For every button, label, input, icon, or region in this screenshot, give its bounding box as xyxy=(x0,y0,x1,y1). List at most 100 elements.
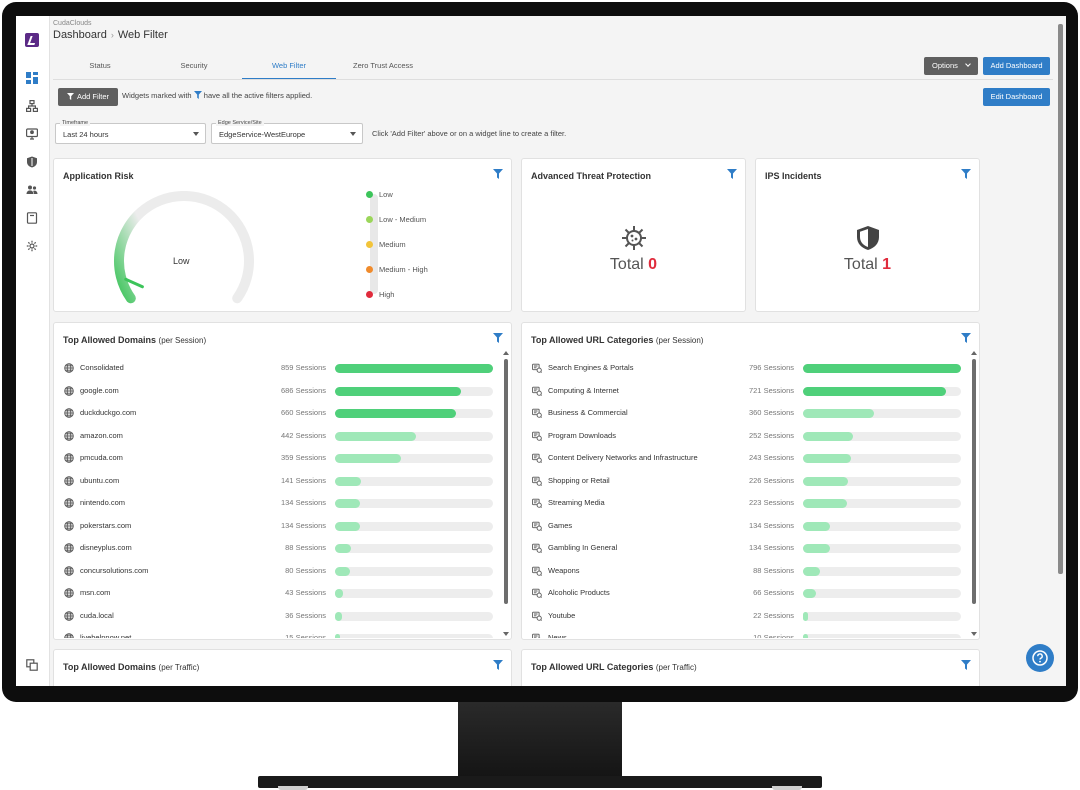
list-item[interactable]: Gambling In General 134 Sessions xyxy=(522,538,979,560)
card-title-text: Top Allowed Domains xyxy=(63,662,157,672)
bar-fill xyxy=(335,589,343,598)
filter-icon[interactable] xyxy=(493,660,503,670)
category-icon xyxy=(532,611,542,621)
list-item[interactable]: Shopping or Retail 226 Sessions xyxy=(522,471,979,493)
list-item[interactable]: Computing & Internet 721 Sessions xyxy=(522,381,979,403)
edit-dashboard-button[interactable]: Edit Dashboard xyxy=(983,88,1050,106)
tab-status[interactable]: Status xyxy=(89,61,111,70)
settings-gear-icon[interactable] xyxy=(26,240,38,252)
list-item[interactable]: Alcoholic Products 66 Sessions xyxy=(522,583,979,605)
edge-site-value: EdgeService-WestEurope xyxy=(219,130,306,139)
scroll-up-icon[interactable] xyxy=(503,351,509,355)
book-icon[interactable] xyxy=(26,212,38,224)
list-item[interactable]: duckduckgo.com 660 Sessions xyxy=(54,403,511,425)
tab-zero-trust-access[interactable]: Zero Trust Access xyxy=(352,61,414,70)
scroll-down-icon[interactable] xyxy=(503,632,509,636)
scroll-down-icon[interactable] xyxy=(971,632,977,636)
add-dashboard-button[interactable]: Add Dashboard xyxy=(983,57,1050,75)
list-item[interactable]: google.com 686 Sessions xyxy=(54,381,511,403)
list-scrollbar[interactable] xyxy=(503,351,509,636)
scroll-thumb[interactable] xyxy=(504,359,508,604)
item-name: nintendo.com xyxy=(80,498,126,507)
list-item[interactable]: livehelpnow.net 15 Sessions xyxy=(54,628,511,638)
list-scrollbar[interactable] xyxy=(971,351,977,636)
list-item[interactable]: Business & Commercial 360 Sessions xyxy=(522,403,979,425)
copy-icon[interactable] xyxy=(26,659,38,671)
list-item[interactable]: pmcuda.com 359 Sessions xyxy=(54,448,511,470)
monitor-foot xyxy=(278,786,308,790)
category-list: Search Engines & Portals 796 Sessions Comp… xyxy=(522,358,979,638)
item-name: ubuntu.com xyxy=(80,475,120,485)
bar-track xyxy=(335,521,493,531)
item-name: msn.com xyxy=(80,588,111,597)
list-item[interactable]: News 10 Sessions xyxy=(522,628,979,638)
list-item[interactable]: Weapons 88 Sessions xyxy=(522,561,979,583)
scroll-up-icon[interactable] xyxy=(971,351,977,355)
item-name: Streaming Media xyxy=(548,498,605,507)
list-item[interactable]: concursolutions.com 80 Sessions xyxy=(54,561,511,583)
network-icon[interactable] xyxy=(26,100,38,112)
list-item[interactable]: cuda.local 36 Sessions xyxy=(54,606,511,628)
filter-icon[interactable] xyxy=(493,169,503,179)
list-item[interactable]: msn.com 43 Sessions xyxy=(54,583,511,605)
item-count: 66 Sessions xyxy=(753,588,794,597)
filter-icon[interactable] xyxy=(727,169,737,179)
category-icon xyxy=(532,498,542,508)
list-item[interactable]: Streaming Media 223 Sessions xyxy=(522,493,979,515)
list-item[interactable]: Search Engines & Portals 796 Sessions xyxy=(522,358,979,380)
filter-icon[interactable] xyxy=(961,169,971,179)
list-item[interactable]: Content Delivery Networks and Infrastruc… xyxy=(522,448,979,470)
item-count: 859 Sessions xyxy=(280,363,326,372)
item-name: Gambling In General xyxy=(548,543,618,552)
tab-divider xyxy=(53,79,1053,80)
legend-track xyxy=(370,194,378,294)
dashboard-icon[interactable] xyxy=(26,72,38,84)
item-name: Weapons xyxy=(548,565,580,575)
page-scrollbar[interactable] xyxy=(1058,24,1063,574)
list-item[interactable]: Program Downloads 252 Sessions xyxy=(522,426,979,448)
item-name: amazon.com xyxy=(80,430,123,440)
category-icon xyxy=(532,408,542,418)
ips-incidents-card: IPS Incidents Total 1 xyxy=(755,158,980,312)
bar-track xyxy=(335,386,493,396)
list-item[interactable]: Consolidated 859 Sessions xyxy=(54,358,511,380)
list-item[interactable]: nintendo.com 134 Sessions xyxy=(54,493,511,515)
shield-icon[interactable] xyxy=(26,156,38,168)
filter-icon[interactable] xyxy=(961,333,971,343)
filter-icon[interactable] xyxy=(961,660,971,670)
app-logo[interactable] xyxy=(25,33,39,47)
item-count: 243 Sessions xyxy=(748,453,794,462)
timeframe-select[interactable]: Timeframe Last 24 hours xyxy=(55,120,206,144)
monitor-user-icon[interactable] xyxy=(26,128,38,140)
users-icon[interactable] xyxy=(26,184,38,196)
breadcrumb-separator: › xyxy=(110,30,114,40)
list-item[interactable]: pokerstars.com 134 Sessions xyxy=(54,516,511,538)
options-button[interactable]: Options xyxy=(924,57,978,75)
parent-label: CudaClouds xyxy=(53,20,92,27)
legend-dot xyxy=(366,191,373,198)
breadcrumb-root[interactable]: Dashboard xyxy=(53,29,107,41)
list-item[interactable]: Games 134 Sessions xyxy=(522,516,979,538)
edge-site-select[interactable]: Edge Service/Site EdgeService-WestEurope xyxy=(211,120,363,144)
list-item[interactable]: amazon.com 442 Sessions xyxy=(54,426,511,448)
tab-security[interactable]: Security xyxy=(180,61,208,70)
shield-icon xyxy=(855,225,881,251)
category-icon xyxy=(532,386,542,396)
card-title: IPS Incidents xyxy=(765,171,822,181)
help-button[interactable] xyxy=(1026,644,1054,672)
card-title-text: Top Allowed URL Categories xyxy=(531,662,654,672)
bar-track xyxy=(335,409,493,418)
card-subtitle: (per Traffic) xyxy=(158,663,200,672)
filter-icon[interactable] xyxy=(493,333,503,343)
tab-web-filter[interactable]: Web Filter xyxy=(242,56,336,80)
add-filter-button[interactable]: Add Filter xyxy=(58,88,118,106)
list-item[interactable]: Youtube 22 Sessions xyxy=(522,606,979,628)
globe-icon xyxy=(64,520,74,531)
bar-track xyxy=(335,589,493,598)
bar-track xyxy=(803,611,961,621)
scroll-thumb[interactable] xyxy=(972,359,976,604)
item-count: 88 Sessions xyxy=(753,565,794,575)
list-item[interactable]: disneyplus.com 88 Sessions xyxy=(54,538,511,560)
application-risk-card: Application Risk Low Low Low - Medium Medi… xyxy=(53,158,512,312)
list-item[interactable]: ubuntu.com 141 Sessions xyxy=(54,471,511,493)
